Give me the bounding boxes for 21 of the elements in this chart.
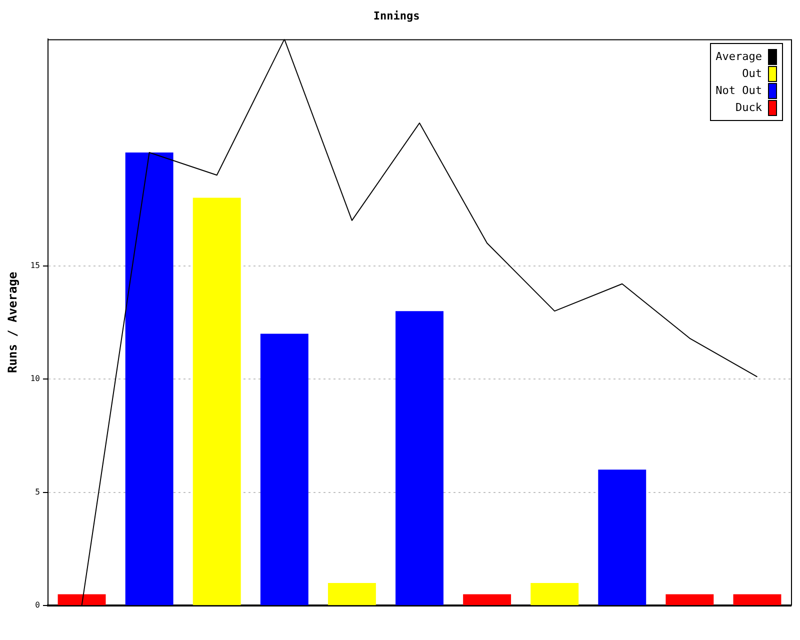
legend-label: Not Out xyxy=(716,84,762,98)
bar xyxy=(58,594,106,606)
bar xyxy=(328,582,376,606)
bar xyxy=(463,594,512,606)
legend-label: Duck xyxy=(736,101,762,114)
bar xyxy=(530,582,579,606)
legend-label: Average xyxy=(716,50,762,64)
legend-label: Out xyxy=(742,67,762,80)
bar xyxy=(396,311,444,606)
y-tick-label: 15 xyxy=(30,260,40,270)
bar xyxy=(260,334,308,606)
bar xyxy=(666,594,714,606)
bar xyxy=(125,152,174,606)
y-tick-label: 10 xyxy=(30,374,40,384)
bar xyxy=(192,198,241,606)
chart-title: Innings xyxy=(373,9,420,22)
y-tick-label: 0 xyxy=(35,600,40,610)
y-axis-title: Runs / Average xyxy=(5,272,20,373)
bar xyxy=(733,594,782,606)
bar xyxy=(598,470,646,606)
y-tick-label: 5 xyxy=(35,487,40,496)
